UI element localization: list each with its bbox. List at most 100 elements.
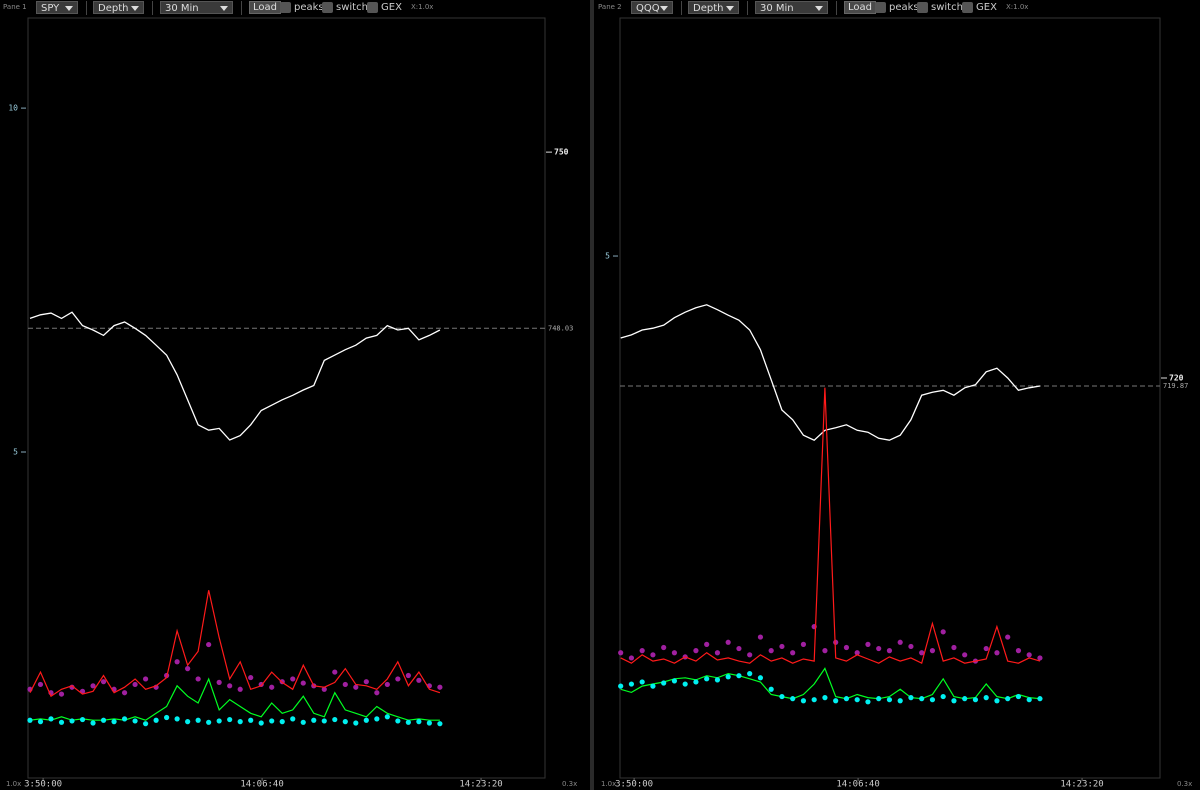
checkbox-label[interactable]: peaks: [889, 2, 919, 13]
depth-point: [426, 720, 432, 726]
mode-select[interactable]: Depth: [93, 1, 144, 14]
depth-point: [174, 716, 180, 722]
checkbox[interactable]: [367, 2, 378, 13]
depth-point: [919, 696, 925, 702]
depth-point: [747, 652, 753, 658]
depth-point: [865, 699, 871, 705]
checkbox[interactable]: [280, 2, 291, 13]
plot-frame: [27, 17, 546, 779]
depth-point: [90, 683, 96, 689]
depth-point: [822, 648, 828, 654]
separator: [681, 1, 682, 15]
depth-point: [405, 719, 411, 725]
depth-point: [854, 697, 860, 703]
depth-point: [437, 721, 443, 727]
depth-point: [395, 718, 401, 724]
depth-point: [876, 696, 882, 702]
chart: 5 10 750 3:50:00 14:06:40 14:23:20 748.03: [8, 17, 573, 790]
depth-point: [714, 650, 721, 656]
depth-point: [940, 629, 946, 635]
divider[interactable]: [590, 0, 594, 790]
depth-point: [395, 676, 401, 682]
pane: Pane 1 SPY Depth 30 Min Load peaks switch GEX X:…: [0, 0, 590, 790]
symbol-select[interactable]: QQQ: [631, 1, 673, 14]
depth-point: [790, 650, 796, 656]
depth-point: [405, 672, 411, 679]
depth-point: [650, 652, 656, 658]
depth-point: [671, 678, 678, 684]
depth-point: [639, 648, 645, 654]
depth-point: [1037, 696, 1043, 702]
depth-point: [342, 719, 348, 725]
depth-point: [227, 716, 233, 723]
separator: [241, 1, 242, 15]
depth-point: [195, 676, 201, 682]
depth-point: [269, 684, 275, 690]
y-tick-label: 10: [8, 104, 18, 113]
scale-right: 0.3x: [562, 780, 578, 788]
depth-point: [174, 659, 180, 665]
depth-point: [886, 697, 893, 703]
depth-point: [704, 641, 710, 647]
scale-left: 1.0x: [6, 780, 22, 788]
depth-point: [693, 679, 699, 685]
price-series: [620, 304, 1041, 441]
depth-point: [725, 639, 731, 645]
plot-frame: [619, 17, 1161, 779]
depth-point: [951, 698, 957, 704]
depth-point: [258, 720, 264, 726]
checkbox[interactable]: [962, 2, 973, 13]
depth-point: [237, 719, 243, 725]
price-line-label: 719.87: [1163, 382, 1188, 390]
depth-point: [311, 717, 317, 723]
load-button[interactable]: Load: [844, 1, 876, 14]
checkbox-label[interactable]: peaks: [294, 2, 324, 13]
depth-point: [800, 698, 807, 704]
mode-select[interactable]: Depth: [688, 1, 739, 14]
depth-point: [628, 655, 635, 661]
checkbox[interactable]: [322, 2, 333, 13]
scale-right: 0.3x: [1177, 780, 1193, 788]
checkbox-label[interactable]: switch: [336, 2, 368, 13]
depth-point: [886, 648, 893, 654]
depth-point: [185, 719, 191, 725]
depth-point: [100, 679, 107, 685]
checkbox-label[interactable]: switch: [931, 2, 963, 13]
toolbar: Pane 2 QQQ Depth 30 Min Load peaks switch GEX X:…: [595, 0, 1200, 16]
depth-point: [1037, 655, 1043, 661]
depth-point: [353, 720, 359, 726]
depth-series: [29, 590, 441, 698]
interval-select[interactable]: 30 Min: [160, 1, 233, 14]
depth-point: [757, 675, 764, 681]
depth-point: [736, 673, 742, 679]
depth-point: [865, 641, 871, 647]
depth-point: [693, 648, 699, 654]
depth-point: [822, 695, 828, 701]
depth-point: [332, 716, 338, 723]
symbol-select[interactable]: SPY: [36, 1, 78, 14]
price-series: [29, 311, 441, 441]
checkbox[interactable]: [875, 2, 886, 13]
depth-point: [58, 719, 65, 725]
interval-select[interactable]: 30 Min: [755, 1, 828, 14]
checkbox-label[interactable]: GEX: [976, 2, 997, 13]
depth-point: [321, 686, 327, 692]
depth-point: [929, 697, 936, 703]
depth-point: [132, 681, 138, 688]
depth-point: [962, 652, 968, 658]
depth-point: [994, 650, 1000, 656]
depth-point: [248, 717, 254, 723]
checkbox-label[interactable]: GEX: [381, 2, 402, 13]
depth-point: [628, 681, 635, 687]
depth-point: [650, 683, 656, 689]
depth-point: [800, 641, 807, 647]
depth-point: [290, 676, 296, 682]
depth-point: [725, 674, 731, 680]
depth-series: [620, 387, 1041, 665]
depth-point: [790, 696, 796, 702]
depth-point: [216, 679, 222, 685]
depth-point: [132, 718, 138, 724]
x-tick-label: 14:06:40: [240, 780, 283, 790]
checkbox[interactable]: [917, 2, 928, 13]
